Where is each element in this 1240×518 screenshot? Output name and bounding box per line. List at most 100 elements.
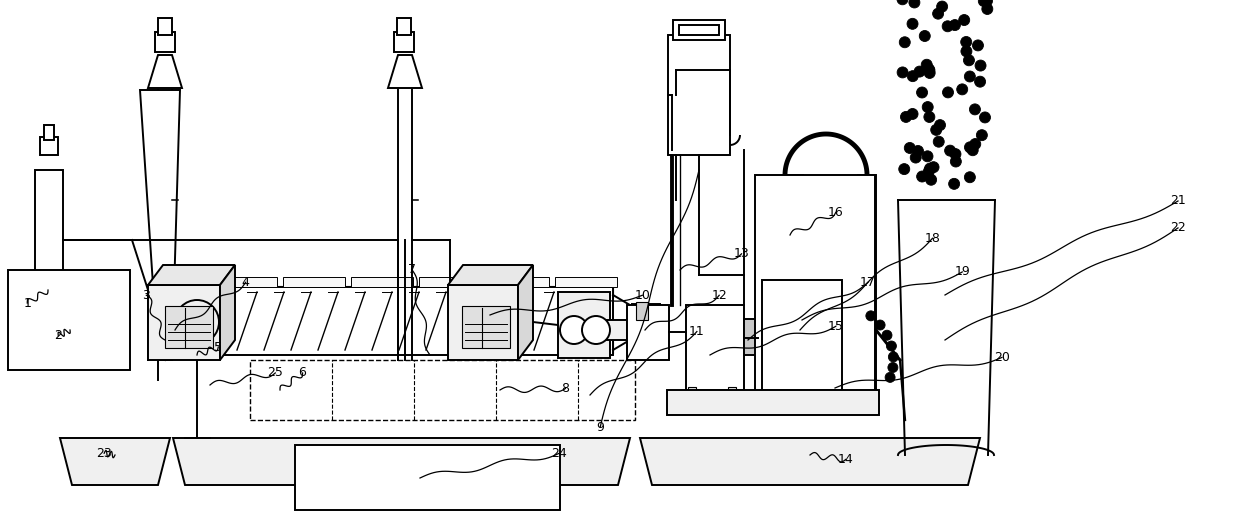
Circle shape <box>899 37 910 48</box>
Circle shape <box>866 311 875 321</box>
Text: 7: 7 <box>408 263 415 276</box>
Circle shape <box>906 18 918 30</box>
Bar <box>627 305 670 360</box>
Bar <box>351 277 413 287</box>
Circle shape <box>975 60 986 71</box>
Bar <box>558 292 610 358</box>
Circle shape <box>959 15 970 25</box>
Text: 4: 4 <box>242 276 249 289</box>
Bar <box>744 319 758 355</box>
Text: 1: 1 <box>24 296 31 310</box>
Circle shape <box>582 316 610 344</box>
Circle shape <box>961 36 972 48</box>
Bar <box>419 277 481 287</box>
Circle shape <box>925 174 936 185</box>
Text: 11: 11 <box>689 325 704 338</box>
Circle shape <box>916 87 928 98</box>
Bar <box>463 306 510 348</box>
Circle shape <box>970 104 981 115</box>
Circle shape <box>965 172 976 183</box>
Bar <box>155 32 175 52</box>
Circle shape <box>945 145 956 156</box>
Bar <box>195 286 613 298</box>
Bar <box>668 35 730 155</box>
Circle shape <box>982 0 992 7</box>
Circle shape <box>560 316 588 344</box>
Circle shape <box>942 21 954 32</box>
Circle shape <box>949 178 960 190</box>
Circle shape <box>916 171 928 182</box>
Text: 5: 5 <box>215 340 222 354</box>
Circle shape <box>900 111 911 122</box>
Polygon shape <box>219 265 236 360</box>
Bar <box>667 390 879 415</box>
Circle shape <box>931 124 941 135</box>
Text: 13: 13 <box>734 247 749 261</box>
Circle shape <box>936 1 947 12</box>
Circle shape <box>908 70 919 82</box>
Bar <box>43 125 55 140</box>
Circle shape <box>963 55 975 66</box>
Text: 3: 3 <box>143 289 150 302</box>
Circle shape <box>924 166 934 177</box>
Bar <box>179 314 198 330</box>
Polygon shape <box>148 55 182 88</box>
Circle shape <box>904 142 915 153</box>
Circle shape <box>935 120 946 131</box>
Circle shape <box>976 130 987 141</box>
Text: 16: 16 <box>828 206 843 219</box>
Bar <box>283 277 345 287</box>
Circle shape <box>924 67 935 78</box>
Bar <box>858 175 875 395</box>
Bar <box>397 18 410 35</box>
Bar <box>688 387 696 395</box>
Circle shape <box>923 151 932 162</box>
Text: 17: 17 <box>861 276 875 289</box>
Text: 2: 2 <box>55 329 62 342</box>
Polygon shape <box>448 285 518 360</box>
Text: 25: 25 <box>268 366 283 380</box>
Bar <box>250 360 635 420</box>
Circle shape <box>982 4 993 15</box>
Circle shape <box>888 363 898 372</box>
Bar <box>7 270 130 370</box>
Bar <box>636 302 649 320</box>
Polygon shape <box>140 90 180 360</box>
Bar <box>680 25 719 35</box>
Circle shape <box>957 84 967 95</box>
Polygon shape <box>148 265 236 285</box>
Text: 22: 22 <box>1171 221 1185 235</box>
Polygon shape <box>148 285 219 360</box>
Text: 8: 8 <box>562 382 569 395</box>
Circle shape <box>914 66 925 77</box>
Polygon shape <box>388 55 422 88</box>
Circle shape <box>978 0 990 7</box>
Polygon shape <box>174 438 630 485</box>
Circle shape <box>882 330 892 340</box>
Circle shape <box>885 372 895 382</box>
Bar <box>763 280 842 390</box>
Bar <box>195 341 613 353</box>
Circle shape <box>928 162 939 172</box>
Bar <box>785 175 804 395</box>
Bar <box>556 277 618 287</box>
Circle shape <box>924 65 935 76</box>
Bar <box>157 18 172 35</box>
Text: 14: 14 <box>838 453 853 466</box>
Circle shape <box>965 71 976 82</box>
Bar <box>35 170 63 310</box>
Circle shape <box>909 0 920 8</box>
Circle shape <box>875 320 885 330</box>
Bar <box>728 387 737 395</box>
Circle shape <box>961 46 972 57</box>
Text: 15: 15 <box>828 320 843 333</box>
Circle shape <box>980 112 991 123</box>
Polygon shape <box>518 265 533 360</box>
Circle shape <box>975 76 986 87</box>
Text: 9: 9 <box>596 421 604 434</box>
Circle shape <box>967 145 978 156</box>
Circle shape <box>919 31 930 41</box>
Circle shape <box>932 8 944 19</box>
Text: 6: 6 <box>299 366 306 380</box>
Text: 23: 23 <box>97 447 112 460</box>
